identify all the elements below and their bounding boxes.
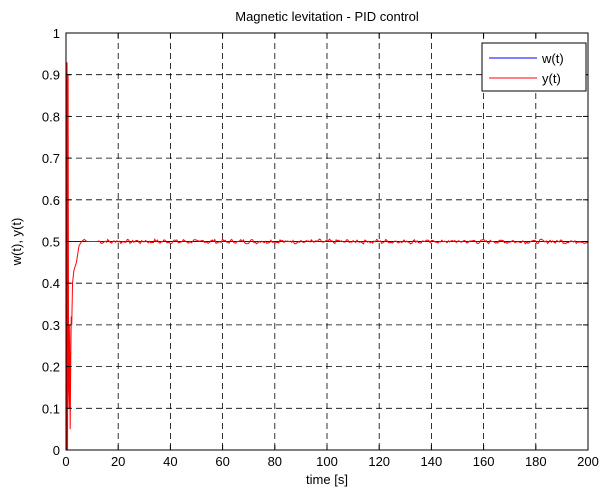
x-axis-label: time [s] xyxy=(306,472,348,487)
series-line-yt xyxy=(65,62,589,451)
x-tick-label: 120 xyxy=(368,454,390,469)
x-tick-label: 200 xyxy=(577,454,599,469)
x-tick-label: 0 xyxy=(62,454,69,469)
y-tick-label: 0.3 xyxy=(42,318,60,333)
legend-box xyxy=(481,42,587,92)
legend-label: y(t) xyxy=(542,71,561,86)
y-axis-label: w(t), y(t) xyxy=(9,218,24,267)
chart-title: Magnetic levitation - PID control xyxy=(235,9,419,24)
x-tick-label: 180 xyxy=(525,454,547,469)
y-tick-label: 1 xyxy=(53,26,60,41)
y-tick-label: 0.2 xyxy=(42,360,60,375)
y-tick-label: 0.6 xyxy=(42,193,60,208)
y-tick-label: 0.5 xyxy=(42,235,60,250)
x-tick-label: 160 xyxy=(473,454,495,469)
x-tick-label: 20 xyxy=(111,454,125,469)
legend: w(t) y(t) xyxy=(481,42,587,92)
x-tick-label: 80 xyxy=(268,454,282,469)
legend-label: w(t) xyxy=(541,51,564,66)
x-tick-label: 40 xyxy=(163,454,177,469)
y-tick-label: 0 xyxy=(53,443,60,458)
y-tick-label: 0.8 xyxy=(42,109,60,124)
x-tick-label: 60 xyxy=(215,454,229,469)
y-tick-label: 0.9 xyxy=(42,68,60,83)
x-tick-label: 140 xyxy=(421,454,443,469)
x-tick-label: 100 xyxy=(316,454,338,469)
y-tick-label: 0.4 xyxy=(42,276,60,291)
axis-ticks: 0 20 40 60 80 100 120 140 160 180 200 0 0.1 0.2 0.3 0.4… xyxy=(42,26,599,469)
y-tick-label: 0.7 xyxy=(42,151,60,166)
y-tick-label: 0.1 xyxy=(42,401,60,416)
series-lines xyxy=(65,62,589,451)
